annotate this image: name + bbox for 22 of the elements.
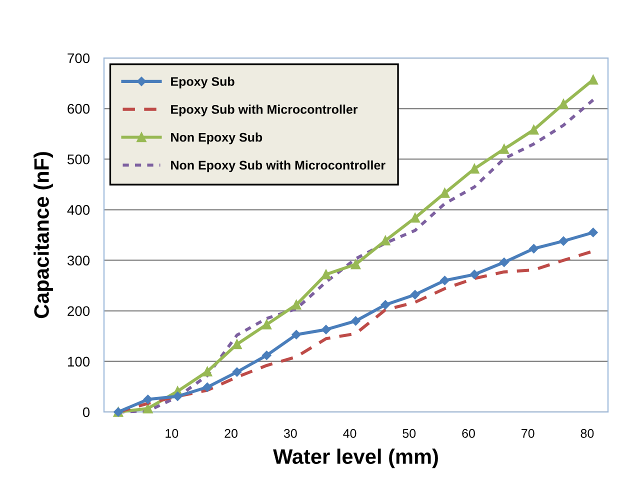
- x-tick-label: 50: [402, 428, 416, 438]
- y-tick-label: 400: [67, 205, 90, 215]
- y-tick-label: 300: [67, 256, 90, 266]
- legend-label: Non Epoxy Sub with Microcontroller: [171, 160, 386, 172]
- x-tick-label: 60: [462, 428, 475, 438]
- y-tick-label: 600: [68, 104, 90, 114]
- x-tick-label: 20: [224, 428, 238, 438]
- legend-label: Epoxy Sub: [171, 76, 234, 88]
- y-tick-label: 0: [82, 407, 90, 418]
- y-tick-label: 700: [68, 53, 90, 64]
- x-tick-label: 70: [522, 428, 534, 438]
- y-tick-label: 500: [67, 154, 90, 164]
- x-tick-label: 10: [166, 428, 178, 438]
- x-tick-label: 80: [580, 428, 594, 438]
- legend-label: Epoxy Sub with Microcontroller: [171, 104, 358, 116]
- y-tick-label: 200: [68, 306, 90, 316]
- x-tick-label: 30: [284, 428, 297, 438]
- y-tick-label: 100: [68, 356, 90, 367]
- y-axis-title: Capacitance (nF): [34, 152, 54, 318]
- x-tick-label: 40: [343, 428, 356, 438]
- x-axis-title: Water level (mm): [273, 448, 438, 468]
- legend-label: Non Epoxy Sub: [171, 132, 262, 144]
